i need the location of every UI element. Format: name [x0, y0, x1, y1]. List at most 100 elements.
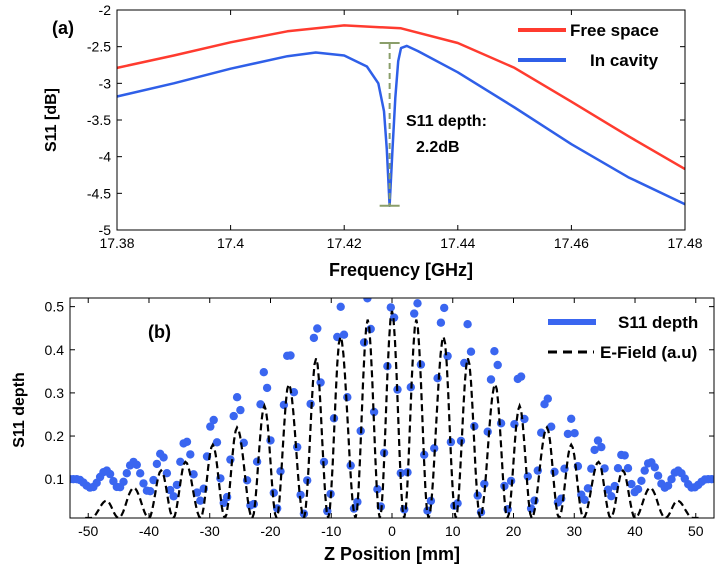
- s11-depth-marker: [162, 469, 172, 478]
- s11-depth-marker: [627, 479, 636, 489]
- panel-b-xtick-label: 30: [566, 523, 582, 539]
- legend-s11-label: S11 depth: [618, 313, 698, 332]
- s11-depth-marker: [336, 302, 345, 311]
- s11-depth-marker: [122, 469, 131, 478]
- s11-depth-marker: [166, 485, 175, 495]
- s11-depth-marker: [373, 485, 382, 494]
- panel-b-xtick-label: 20: [506, 523, 522, 539]
- in-cavity-curve: [116, 44, 686, 208]
- s11-depth-marker: [289, 388, 299, 397]
- s11-depth-marker: [433, 374, 442, 383]
- panel-b-ytick-label: 0.4: [45, 342, 65, 358]
- s11-depth-marker: [590, 445, 599, 455]
- s11-depth-marker: [567, 414, 576, 423]
- s11-depth-marker: [413, 299, 422, 308]
- panel-a-xtick-label: 17.44: [440, 235, 475, 251]
- panel-a-ytick-label: -4.5: [87, 185, 111, 201]
- s11-depth-marker: [410, 309, 419, 318]
- panel-a-ytick-label: -3.5: [87, 112, 111, 128]
- panel-b-xtick-label: -30: [200, 523, 220, 539]
- s11-depth-marker: [613, 464, 623, 473]
- panel-b: (b) -50 -40 -30 -20 -10 0 10 20 30 40 50 0.1 0.2 0.3 0…: [11, 297, 715, 564]
- s11-depth-marker: [633, 485, 643, 494]
- panel-b-xtick-label: 50: [688, 523, 704, 539]
- s11-depth-marker: [363, 298, 372, 303]
- s11-depth-marker: [339, 330, 349, 339]
- s11-depth-marker: [436, 318, 446, 327]
- s11-depth-marker: [149, 475, 158, 485]
- s11-depth-marker: [389, 313, 399, 322]
- s11-depth-marker: [296, 490, 305, 500]
- s11-depth-marker: [259, 368, 268, 377]
- panel-a-label: (a): [52, 18, 74, 38]
- s11-depth-marker: [516, 372, 526, 381]
- s11-depth-marker: [620, 451, 629, 460]
- s11-depth-marker: [466, 347, 476, 356]
- s11-depth-marker: [480, 479, 489, 489]
- s11-depth-marker: [663, 481, 673, 490]
- s11-depth-marker: [440, 303, 449, 313]
- s11-depth-marker: [232, 393, 242, 402]
- s11-depth-marker: [136, 469, 145, 478]
- panel-b-xtick-label: 0: [388, 523, 396, 539]
- panel-a-ylabel: S11 [dB]: [43, 88, 60, 152]
- s11-depth-marker: [206, 422, 215, 431]
- s11-depth-marker: [640, 466, 649, 475]
- s11-depth-marker: [493, 360, 502, 370]
- s11-depth-marker: [707, 475, 714, 484]
- s11-depth-marker: [483, 427, 492, 436]
- s11-depth-marker: [159, 453, 168, 462]
- s11-depth-marker: [453, 499, 462, 508]
- panel-a-legend: Free space In cavity: [518, 21, 659, 70]
- panel-b-data-layer: [70, 298, 714, 518]
- s11-depth-marker: [176, 457, 185, 466]
- s11-depth-marker: [369, 407, 379, 417]
- s11-depth-marker: [182, 437, 192, 446]
- s11-depth-marker: [607, 492, 616, 501]
- s11-depth-marker: [547, 422, 556, 431]
- panel-a-frame: [116, 9, 686, 231]
- panel-b-label: (b): [148, 322, 171, 342]
- s11-depth-marker: [313, 324, 322, 333]
- s11-depth-marker: [563, 429, 573, 439]
- s11-depth-marker: [426, 496, 436, 506]
- s11-depth-marker: [386, 303, 395, 312]
- free-space-curve: [116, 24, 686, 171]
- s11-depth-marker: [152, 459, 162, 469]
- s11-depth-marker: [430, 444, 439, 453]
- s11-depth-marker: [490, 347, 499, 356]
- s11-depth-marker: [667, 475, 676, 484]
- s11-depth-marker: [623, 464, 633, 473]
- s11-depth-markers: [70, 298, 714, 518]
- s11-depth-marker: [353, 497, 362, 507]
- panel-b-ytick-label: 0.5: [45, 299, 65, 315]
- s11-depth-marker: [186, 450, 195, 459]
- panel-b-xtick-label: -20: [260, 523, 280, 539]
- s11-depth-marker: [543, 394, 552, 403]
- s11-depth-marker: [550, 467, 559, 476]
- s11-depth-marker: [523, 472, 532, 481]
- s11-depth-marker: [597, 442, 606, 452]
- panel-b-plot-area: -50 -40 -30 -20 -10 0 10 20 30 40 50 0.1 0.2 0.3 0.4 0.…: [45, 298, 714, 539]
- panel-a-ytick-label: -5: [99, 222, 112, 238]
- panel-b-ytick-label: 0.1: [45, 471, 65, 487]
- panel-a-xtick-label: 17.42: [327, 235, 362, 251]
- panel-b-xtick-label: -40: [139, 523, 159, 539]
- annotation-line1: S11 depth:: [406, 113, 487, 130]
- s11-depth-marker: [650, 463, 659, 472]
- panel-b-xlabel: Z Position [mm]: [324, 544, 460, 564]
- s11-depth-marker: [262, 383, 272, 393]
- s11-depth-marker: [593, 436, 603, 445]
- s11-depth-marker: [286, 351, 295, 360]
- s11-depth-marker: [587, 464, 596, 473]
- panel-a-ytick-label: -2.5: [87, 39, 111, 55]
- s11-depth-marker: [169, 492, 178, 501]
- s11-depth-marker: [309, 333, 319, 343]
- s11-depth-marker: [570, 429, 579, 438]
- panel-b-ylabel: S11 depth: [11, 372, 28, 448]
- s11-depth-marker: [366, 324, 375, 334]
- s11-depth-marker: [132, 460, 141, 469]
- s11-depth-marker: [139, 479, 148, 488]
- s11-depth-marker: [463, 320, 472, 329]
